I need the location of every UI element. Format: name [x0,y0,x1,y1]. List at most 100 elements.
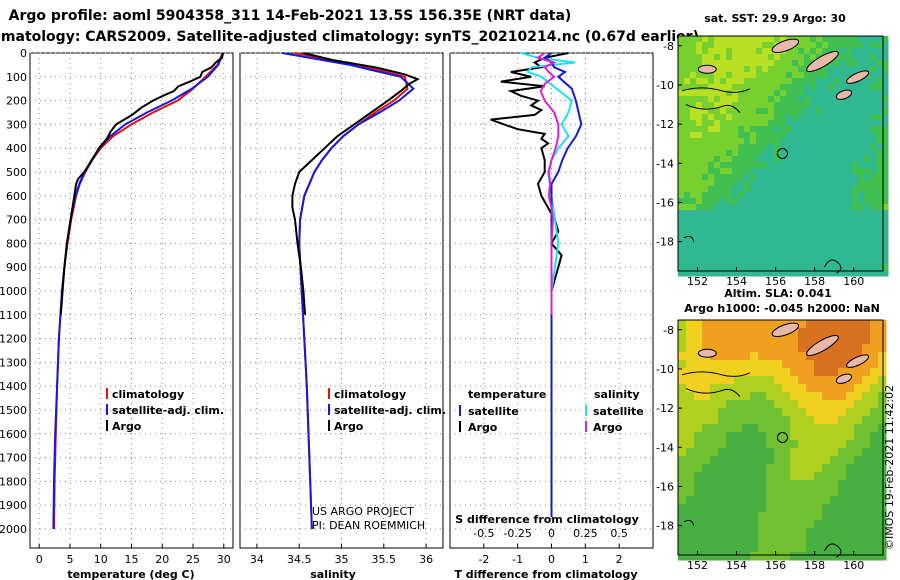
map-cell [828,180,835,187]
map-cell [846,192,853,199]
map-cell [702,216,709,223]
map-cell [678,252,685,259]
map-cell [714,132,721,139]
map-cell [870,264,877,271]
map-cell [708,258,715,265]
map-cell [678,440,687,449]
map-cell [780,198,787,205]
map-cell [758,368,767,377]
map-cell [858,132,865,139]
map-cell [882,240,889,247]
map-cell [870,360,879,369]
map-cell [864,126,871,133]
map-cell [708,168,715,175]
map-cell [828,156,835,163]
map-cell [708,42,715,49]
map-cell [828,42,835,49]
map-cell [774,126,781,133]
map-cell [840,210,847,217]
map-cell [734,464,743,473]
map-cell [686,456,695,465]
map-cell [822,192,829,199]
map-cell [696,258,703,265]
map-cell [838,432,847,441]
s-diff-tick-label: 0.25 [573,527,598,540]
island [806,50,839,72]
map-cell [816,222,823,229]
map-cell [758,424,767,433]
map-cell [876,156,883,163]
map-cell [792,108,799,115]
map-cell [792,48,799,55]
map-cell [846,258,853,265]
map-cell [726,464,735,473]
map-cell [720,162,727,169]
map-cell [864,90,871,97]
map-cell [870,270,877,277]
map-cell [878,464,887,473]
map-cell [786,144,793,151]
map-cell [792,126,799,133]
lon-tick-label: 158 [804,275,825,288]
map-cell [774,512,783,521]
map-cell [786,246,793,253]
map-cell [768,114,775,121]
map-cell [726,54,733,61]
map-cell [828,258,835,265]
map-cell [678,408,687,417]
map-cell [878,408,887,417]
map-cell [690,96,697,103]
map-cell [798,132,805,139]
depth-tick-label: 500 [6,166,27,179]
map-cell [846,48,853,55]
title-line-2: Climatology: CARS2009. Satellite-adjuste… [0,29,699,45]
map-cell [696,222,703,229]
map-cell [882,72,889,79]
map-cell [858,114,865,121]
map-cell [814,456,823,465]
map-cell [758,520,767,529]
map-cell [710,544,719,553]
map-cell [694,448,703,457]
map-cell [806,360,815,369]
map-cell [876,264,883,271]
map-cell [684,42,691,49]
map-cell [806,528,815,537]
map-cell [804,252,811,259]
map-cell [774,496,783,505]
map-cell [734,400,743,409]
map-cell [804,108,811,115]
map-cell [862,536,871,545]
map-cell [694,536,703,545]
map-cell [720,168,727,175]
map-cell [750,400,759,409]
map-cell [732,66,739,73]
map-cell [834,144,841,151]
map-cell [786,126,793,133]
map-cell [714,234,721,241]
map-cell [744,120,751,127]
map-cell [882,198,889,205]
map-cell [738,60,745,67]
map-cell [684,132,691,139]
map-cell [738,210,745,217]
series-climatology [53,52,224,530]
map-cell [830,432,839,441]
map-cell [762,84,769,91]
map-cell [828,198,835,205]
map-cell [690,234,697,241]
map-cell [718,512,727,521]
map-cell [846,66,853,73]
map-cell [828,60,835,67]
map-cell [686,336,695,345]
map-cell [694,480,703,489]
map-cell [756,228,763,235]
map-cell [732,198,739,205]
map-cell [694,432,703,441]
map-cell [864,66,871,73]
reef-outline [685,388,741,397]
map-cell [756,222,763,229]
map-cell [882,144,889,151]
map-cell [726,78,733,85]
map-cell [710,528,719,537]
